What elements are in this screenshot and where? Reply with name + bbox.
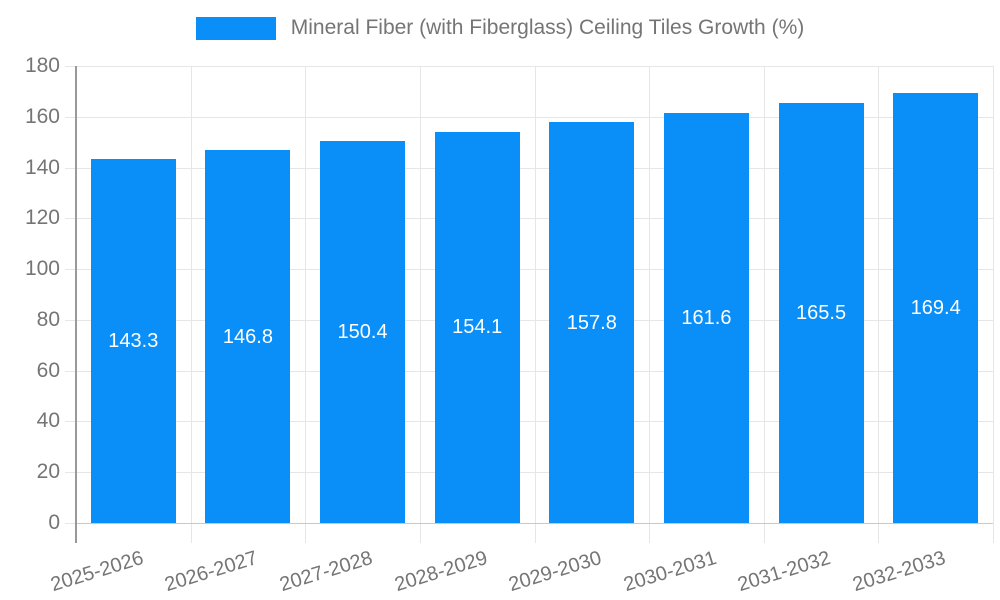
gridline-vertical — [190, 66, 192, 523]
gridline-vertical — [419, 66, 421, 523]
y-axis-tick — [65, 269, 76, 271]
x-axis-baseline — [76, 523, 993, 524]
x-tick-label: 2032-2033 — [850, 547, 949, 597]
bar[interactable]: 146.8 — [205, 150, 291, 523]
bar[interactable]: 161.6 — [663, 112, 749, 523]
y-axis-tick — [65, 116, 76, 118]
bar[interactable]: 157.8 — [549, 122, 635, 523]
y-tick-label: 140 — [24, 155, 60, 179]
legend-swatch — [195, 16, 276, 40]
y-tick-label: 80 — [36, 307, 60, 331]
x-tick-label: 2025-2026 — [47, 547, 146, 597]
y-axis-tick — [65, 319, 76, 321]
bar-value-label: 157.8 — [566, 311, 617, 334]
bar-value-label: 143.3 — [108, 330, 159, 353]
x-tick-label: 2027-2028 — [277, 547, 375, 597]
bar[interactable]: 154.1 — [434, 131, 520, 523]
x-axis-tick — [534, 523, 536, 543]
y-tick-label: 120 — [24, 206, 60, 230]
gridline-vertical — [649, 66, 651, 523]
bar-value-label: 150.4 — [337, 321, 388, 344]
y-axis-tick — [65, 218, 76, 220]
y-tick-label: 180 — [24, 54, 60, 77]
x-axis-tick — [305, 523, 307, 543]
x-axis-tick — [993, 523, 994, 543]
legend-label: Mineral Fiber (with Fiberglass) Ceiling … — [290, 16, 805, 39]
y-axis-tick — [65, 167, 76, 169]
gridline-vertical — [993, 66, 994, 523]
bar[interactable]: 165.5 — [778, 102, 864, 523]
x-tick-label: 2026-2027 — [162, 547, 261, 597]
chart-legend[interactable]: Mineral Fiber (with Fiberglass) Ceiling … — [0, 16, 1000, 40]
x-axis-tick — [878, 523, 880, 543]
bar-value-label: 146.8 — [222, 325, 273, 348]
y-tick-label: 40 — [36, 409, 60, 433]
y-axis-tick — [65, 66, 76, 67]
gridline-vertical — [763, 66, 765, 523]
y-tick-label: 160 — [24, 104, 60, 128]
bar-value-label: 165.5 — [796, 301, 847, 324]
y-axis-line — [75, 66, 77, 543]
bar[interactable]: 150.4 — [320, 141, 406, 523]
x-axis-tick — [763, 523, 765, 543]
gridline-vertical — [305, 66, 307, 523]
x-tick-label: 2031-2032 — [735, 547, 834, 597]
bar-value-label: 154.1 — [452, 316, 503, 339]
y-axis-tick — [65, 523, 76, 524]
x-tick-label: 2030-2031 — [620, 547, 719, 597]
x-tick-label: 2028-2029 — [391, 547, 490, 597]
bar-value-label: 161.6 — [681, 306, 732, 329]
gridline-vertical — [534, 66, 536, 523]
y-tick-label: 0 — [48, 511, 60, 534]
x-axis-tick — [190, 523, 192, 543]
bar[interactable]: 169.4 — [893, 92, 979, 523]
gridline-vertical — [878, 66, 880, 523]
y-tick-label: 60 — [36, 358, 60, 382]
x-tick-label: 2029-2030 — [506, 547, 605, 597]
x-axis-tick — [419, 523, 421, 543]
y-tick-label: 20 — [36, 460, 60, 484]
y-axis-tick — [65, 370, 76, 372]
y-axis-tick — [65, 472, 76, 474]
bar-value-label: 169.4 — [910, 296, 961, 319]
x-axis-tick — [649, 523, 651, 543]
y-tick-label: 100 — [24, 257, 60, 281]
y-axis-tick — [65, 421, 76, 423]
bar[interactable]: 143.3 — [90, 159, 176, 523]
